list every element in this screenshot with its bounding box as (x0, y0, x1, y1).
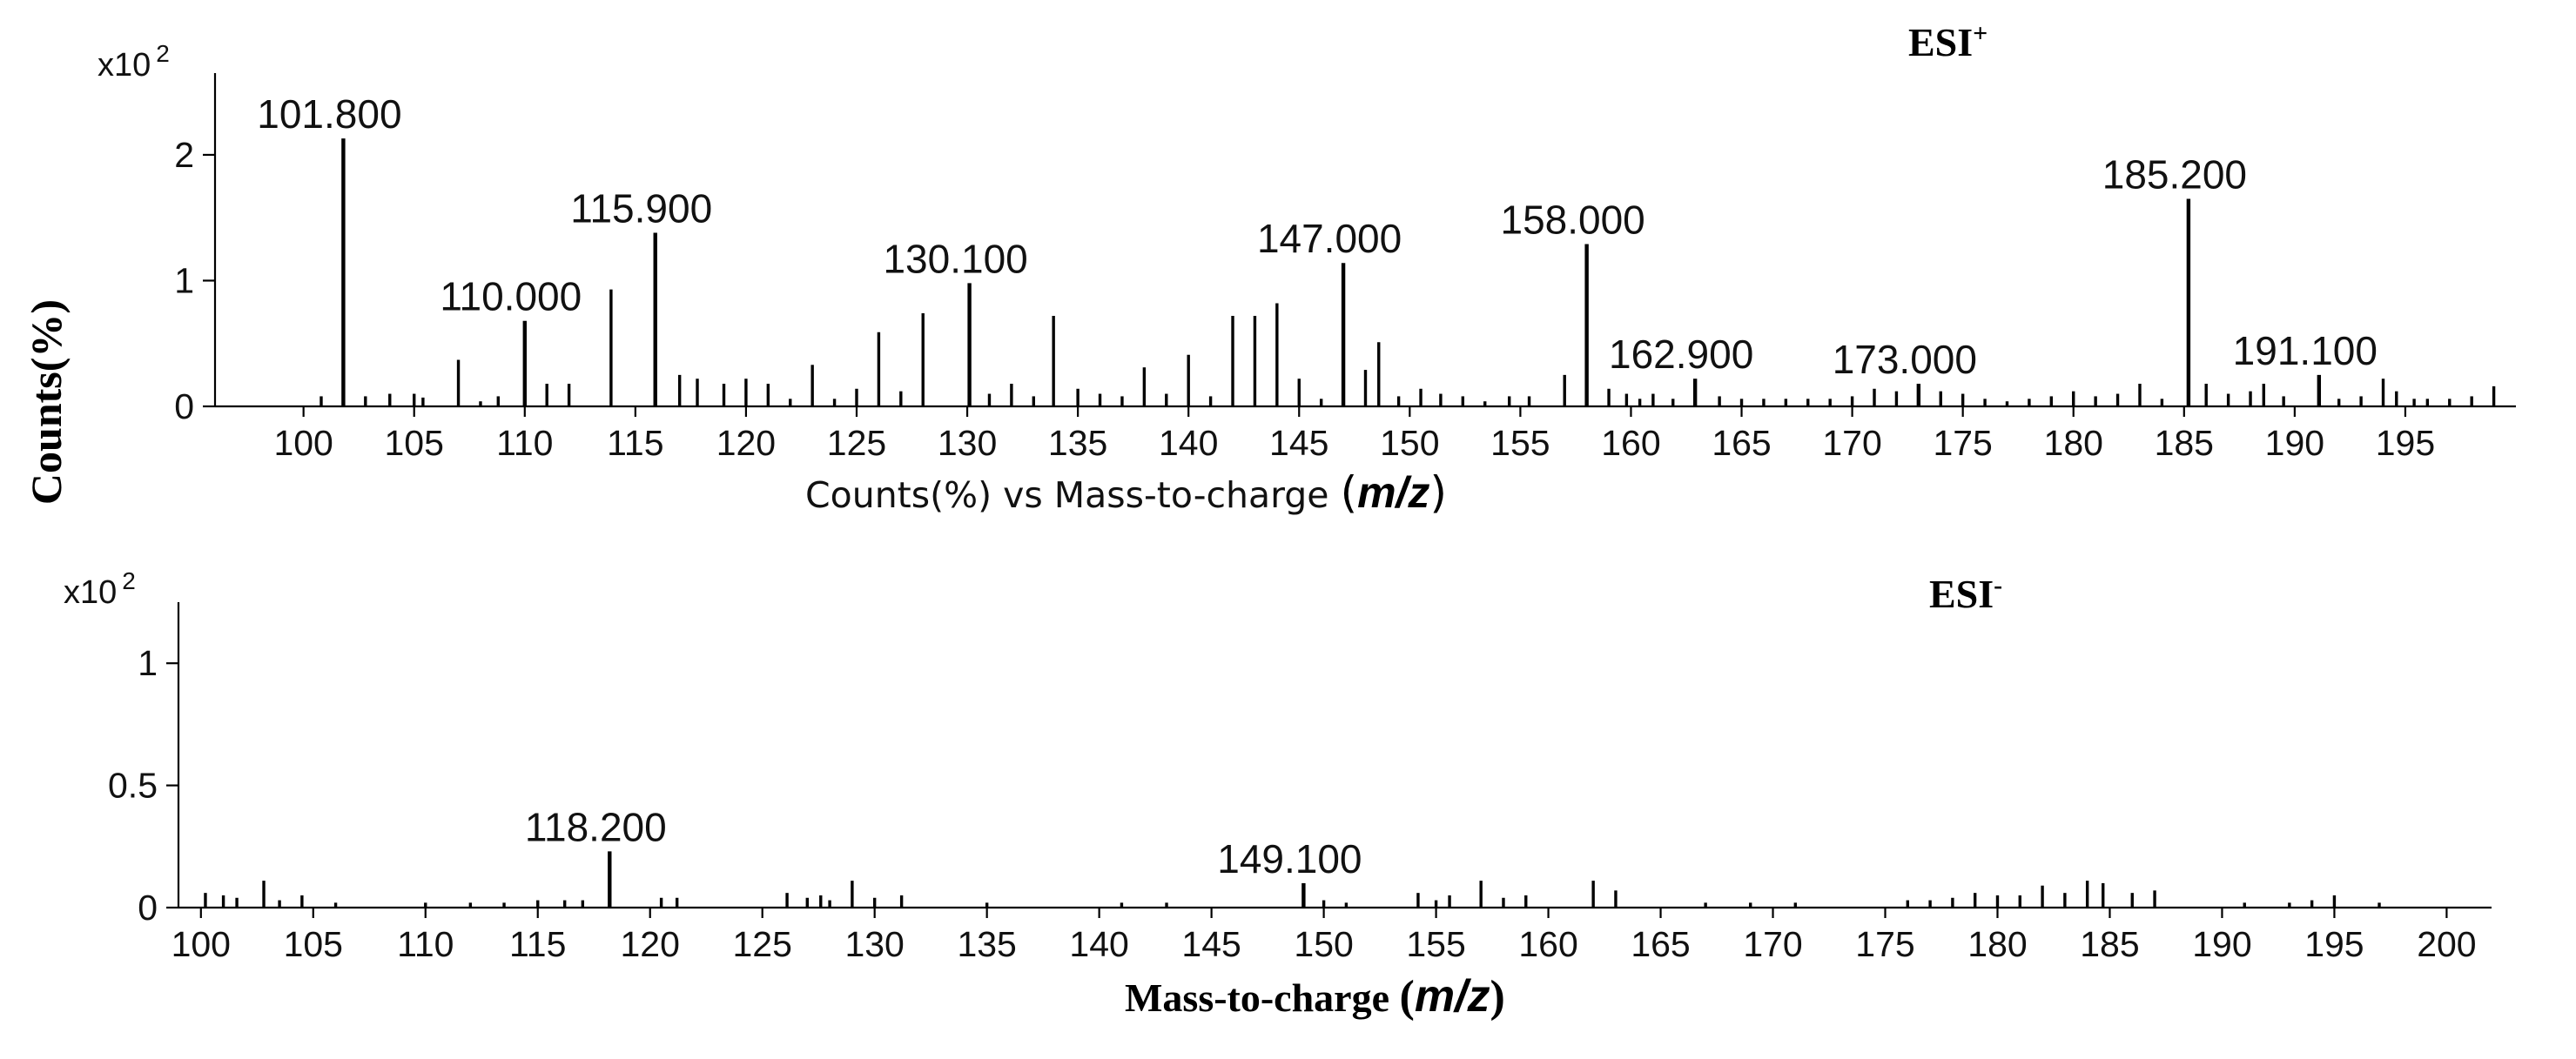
x-tick-label: 145 (1181, 924, 1241, 964)
ion-mode-base: ESI (1908, 20, 1973, 64)
y-tick-label: 0 (138, 888, 158, 928)
x-tick-label: 150 (1294, 924, 1353, 964)
x-tick-label: 165 (1631, 924, 1690, 964)
x-tick-label: 130 (938, 423, 997, 463)
x-axis-title-text: Counts(%) vs Mass-to-charge (805, 474, 1341, 516)
peak-label: 185.200 (2102, 152, 2247, 198)
x-axis-ticks: 100 105 110 115 120 125 130 135 140 145 150 155 160 1… (172, 908, 2477, 964)
x-tick-label: 185 (2155, 423, 2214, 463)
x-tick-label: 180 (1967, 924, 2027, 964)
ion-mode-label: ESI+ (1908, 19, 1987, 64)
x-tick-label: 110 (496, 423, 553, 463)
y-multiplier-base: x10 (64, 574, 117, 611)
x-axis-title-open-paren: ( (1400, 972, 1415, 1022)
x-tick-label: 120 (621, 924, 680, 964)
x-tick-label: 165 (1712, 423, 1771, 463)
x-tick-label: 105 (385, 423, 444, 463)
x-tick-label: 110 (397, 924, 454, 964)
x-tick-label: 100 (273, 423, 333, 463)
peak-label: 149.100 (1217, 836, 1362, 881)
x-tick-label: 170 (1822, 423, 1881, 463)
ion-mode-base: ESI (1929, 572, 1994, 616)
x-tick-label: 130 (844, 924, 904, 964)
x-axis-title-open-paren: ( (1341, 467, 1358, 518)
peaks-group (319, 138, 2496, 406)
peak-labels-group: 101.800 110.000 115.900 130.100 147.000 158.0… (257, 91, 2378, 382)
y-axis-title: Counts(%) (22, 299, 71, 505)
x-tick-label: 180 (2044, 423, 2103, 463)
x-axis-title: Mass-to-charge (m/z) (1125, 971, 1505, 1022)
x-axis-title-close-paren: ) (1429, 467, 1447, 518)
x-tick-label: 150 (1380, 423, 1439, 463)
x-axis-title-text: Mass-to-charge (1125, 975, 1400, 1020)
x-tick-label: 135 (1048, 423, 1107, 463)
peak-label: 147.000 (1257, 216, 1402, 261)
x-tick-label: 105 (284, 924, 343, 964)
peak-label: 110.000 (440, 274, 582, 319)
y-tick-label: 2 (174, 135, 194, 175)
y-multiplier-label: x10 2 (64, 567, 136, 611)
x-tick-label: 175 (1855, 924, 1914, 964)
x-tick-label: 175 (1933, 423, 1992, 463)
y-multiplier-base: x10 (98, 47, 151, 84)
x-tick-label: 115 (509, 924, 566, 964)
x-tick-label: 185 (2080, 924, 2139, 964)
x-tick-label: 200 (2417, 924, 2476, 964)
peak-label: 173.000 (1833, 337, 1977, 382)
x-tick-label: 155 (1490, 423, 1550, 463)
x-tick-label: 125 (827, 423, 886, 463)
ion-mode-label: ESI- (1929, 571, 2002, 616)
x-tick-label: 155 (1406, 924, 1465, 964)
x-axis-title-close-paren: ) (1490, 972, 1505, 1022)
x-tick-label: 140 (1159, 423, 1218, 463)
x-tick-label: 145 (1269, 423, 1328, 463)
x-tick-label: 140 (1069, 924, 1128, 964)
peak-label: 130.100 (883, 236, 1027, 281)
x-tick-label: 195 (2304, 924, 2364, 964)
ion-mode-sign: + (1973, 19, 1987, 48)
y-axis-ticks: 00.51 (108, 643, 178, 928)
x-axis-ticks: 100 105 110 115 120 125 130 135 140 145 150 155 160 1… (273, 406, 2435, 463)
x-axis-title-mz: m/z (1415, 971, 1490, 1022)
peak-label: 118.200 (525, 804, 667, 849)
ion-mode-sign: - (1994, 571, 2002, 600)
x-tick-label: 170 (1743, 924, 1802, 964)
y-multiplier-exp: 2 (122, 567, 136, 594)
x-tick-label: 135 (957, 924, 1016, 964)
y-multiplier-label: x10 2 (98, 40, 170, 84)
peak-label: 191.100 (2233, 328, 2378, 373)
x-tick-label: 190 (2265, 423, 2324, 463)
x-axis-title-mz: m/z (1357, 468, 1429, 517)
peaks-group (204, 851, 2381, 908)
y-axis-ticks: 0 1 2 (174, 135, 215, 426)
peak-label: 115.900 (570, 186, 712, 231)
x-tick-label: 190 (2192, 924, 2251, 964)
y-tick-label: 0.5 (108, 766, 158, 806)
x-tick-label: 160 (1601, 423, 1660, 463)
peak-label: 162.900 (1609, 332, 1753, 377)
chart-esi-positive: 100 105 110 115 120 125 130 135 140 145 150 155 160 1… (98, 19, 2516, 518)
chart-esi-negative: 100 105 110 115 120 125 130 135 140 145 150 155 160 1… (64, 567, 2492, 1022)
x-tick-label: 125 (732, 924, 791, 964)
x-tick-label: 120 (716, 423, 776, 463)
y-tick-label: 1 (174, 260, 194, 300)
x-tick-label: 100 (172, 924, 231, 964)
x-axis-title: Counts(%) vs Mass-to-charge (m/z) (805, 467, 1447, 518)
x-tick-label: 115 (607, 423, 663, 463)
y-tick-label: 0 (174, 386, 194, 426)
peak-label: 101.800 (257, 91, 401, 137)
peak-label: 158.000 (1500, 198, 1644, 243)
x-tick-label: 195 (2376, 423, 2435, 463)
y-multiplier-exp: 2 (156, 40, 170, 67)
x-tick-label: 160 (1518, 924, 1577, 964)
peak-labels-group: 118.200 149.100 (525, 804, 1362, 881)
y-tick-label: 1 (138, 643, 158, 683)
